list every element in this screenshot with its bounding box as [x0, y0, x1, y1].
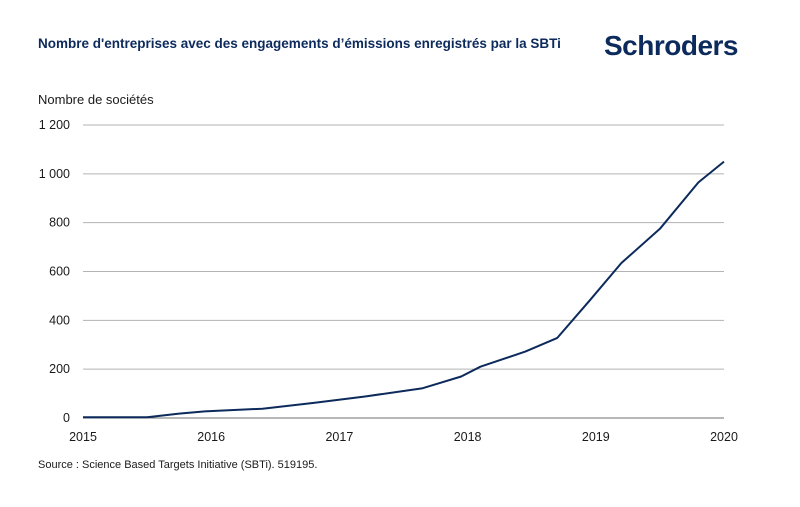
y-tick-label: 400 — [49, 313, 70, 327]
x-tick-label: 2016 — [197, 430, 225, 444]
x-tick-label: 2017 — [325, 430, 353, 444]
y-tick-label: 600 — [49, 265, 70, 279]
y-tick-label: 0 — [63, 411, 70, 425]
x-tick-label: 2015 — [69, 430, 97, 444]
x-tick-label: 2018 — [454, 430, 482, 444]
y-tick-label: 1 000 — [39, 167, 70, 181]
x-tick-label: 2020 — [710, 430, 738, 444]
source-note: Source : Science Based Targets Initiativ… — [38, 459, 318, 471]
y-axis-label: Nombre de sociétés — [38, 92, 154, 107]
x-tick-labels: 2015 2016 2017 2018 2019 2020 — [69, 430, 738, 444]
y-tick-label: 200 — [49, 362, 70, 376]
data-series — [83, 160, 725, 419]
y-tick-label: 800 — [49, 216, 70, 230]
chart-title: Nombre d'entreprises avec des engagement… — [38, 36, 561, 51]
x-tick-label: 2019 — [582, 430, 610, 444]
y-tick-labels: 0 200 400 600 800 1 000 1 200 — [39, 118, 70, 425]
y-tick-label: 1 200 — [39, 118, 70, 132]
series-line — [83, 160, 725, 419]
schroders-logo: Schroders — [604, 30, 739, 61]
gridlines — [83, 124, 724, 419]
